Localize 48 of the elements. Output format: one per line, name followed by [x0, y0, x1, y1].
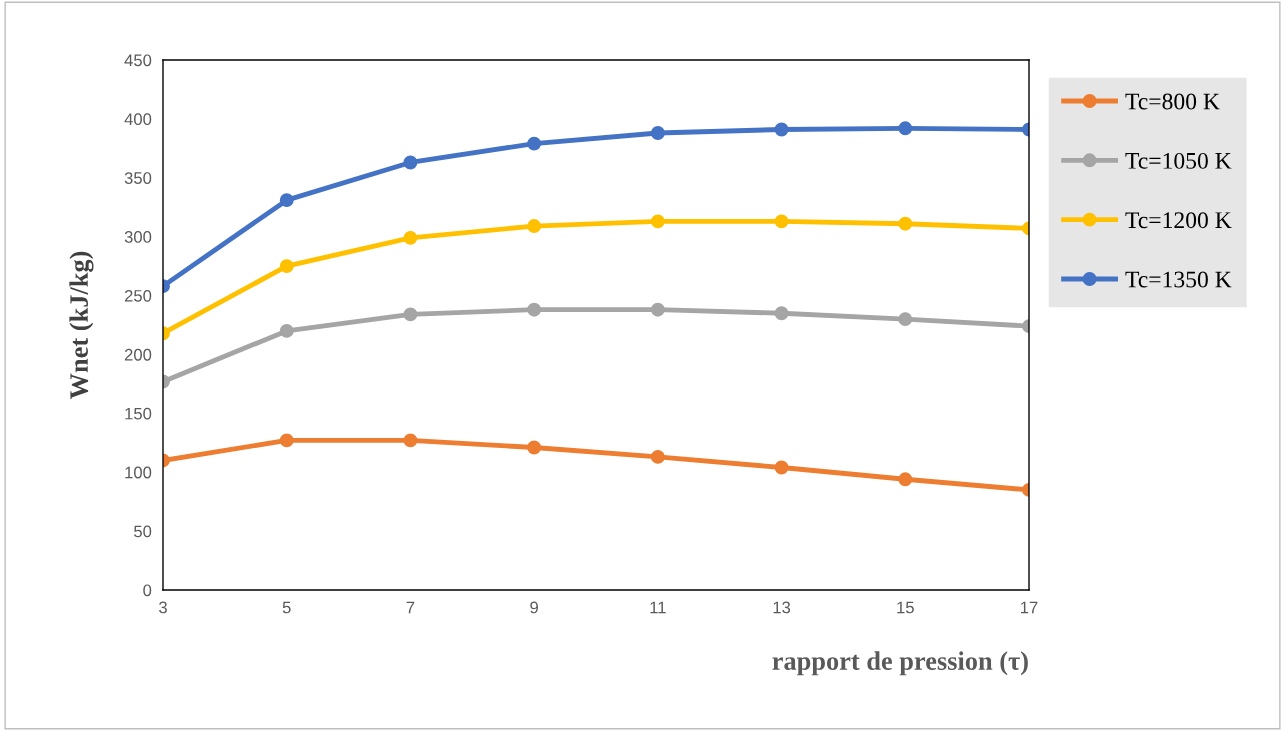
point — [403, 230, 418, 245]
y-tick-label: 200 — [124, 348, 152, 361]
y-axis-title: Wnet (kJ/kg) — [69, 251, 94, 400]
point — [650, 302, 665, 317]
point — [527, 219, 542, 234]
x-tick-label: 15 — [897, 601, 914, 614]
y-tick-label: 100 — [125, 466, 152, 479]
point — [898, 216, 913, 231]
legend-label: Tc=1050 K — [1125, 152, 1232, 169]
x-tick-label: 9 — [530, 601, 538, 614]
y-tick-label: 300 — [124, 231, 152, 243]
x-tick-label: 3 — [159, 601, 167, 614]
y-tick-label: 350 — [124, 172, 152, 184]
point — [774, 122, 789, 137]
legend-label: Tc=1350 K — [1125, 271, 1232, 288]
y-tick-label: 250 — [124, 289, 152, 302]
x-tick-label: 17 — [1021, 601, 1038, 614]
point — [650, 126, 665, 140]
x-tick-label: 7 — [406, 601, 415, 614]
point — [898, 312, 913, 327]
point — [898, 121, 913, 136]
point — [650, 449, 665, 464]
point — [403, 307, 418, 322]
y-tick-label: 150 — [125, 407, 152, 420]
point — [279, 259, 294, 274]
point — [527, 136, 542, 151]
x-tick-label: 13 — [773, 601, 791, 614]
x-tick-label: 11 — [650, 601, 666, 614]
x-tick-label: 5 — [282, 601, 291, 614]
point — [527, 440, 542, 455]
legend-label: Tc=1200 K — [1125, 212, 1232, 229]
point — [279, 193, 294, 208]
y-tick-label: 0 — [143, 584, 152, 597]
point — [898, 472, 913, 487]
y-tick-label: 50 — [134, 525, 152, 538]
point — [774, 460, 789, 475]
point — [774, 214, 789, 229]
y-tick-label: 450 — [124, 54, 152, 67]
point — [403, 433, 418, 448]
point — [774, 306, 789, 321]
point — [279, 433, 294, 448]
point — [527, 302, 542, 317]
point — [650, 214, 665, 229]
point — [403, 155, 418, 170]
legend-label: Tc=800 K — [1125, 93, 1220, 110]
point — [279, 323, 294, 338]
y-tick-label: 400 — [124, 113, 152, 126]
x-axis-title: rapport de pression (τ) — [772, 651, 1028, 676]
